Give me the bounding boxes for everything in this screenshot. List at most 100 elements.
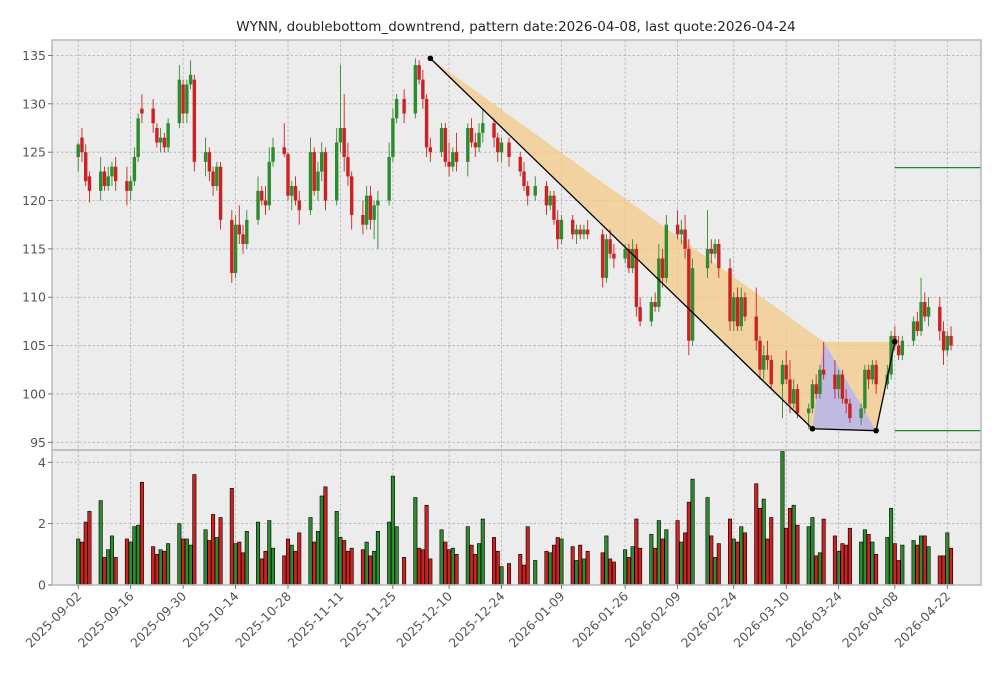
candle-body	[769, 360, 773, 385]
price-ytick-label: 110	[22, 290, 46, 305]
volume-bar	[844, 544, 849, 586]
volume-bar	[345, 550, 350, 586]
volume-bar	[364, 541, 369, 586]
candle-body	[709, 248, 713, 254]
candle-body	[548, 195, 552, 206]
volume-bar	[945, 532, 950, 586]
volume-bar	[780, 451, 785, 586]
volume-bar	[686, 501, 691, 586]
volume-bar	[731, 538, 736, 586]
candle-body	[938, 306, 942, 332]
candle-body	[915, 321, 920, 332]
volume-bar	[207, 540, 212, 586]
candle-body	[181, 84, 185, 114]
candle-body	[728, 268, 732, 322]
candle-body	[451, 152, 455, 167]
volume-bar	[214, 537, 219, 586]
volume-bar	[308, 517, 313, 586]
volume-bars-layer	[76, 451, 954, 586]
volume-bar	[859, 541, 864, 586]
volume-bar	[465, 526, 470, 586]
candle-body	[574, 229, 579, 235]
volume-bar	[424, 504, 429, 586]
candle-body	[260, 190, 264, 201]
volume-bar	[896, 560, 901, 586]
price-ytick-label: 120	[22, 193, 46, 208]
volume-bar	[184, 538, 189, 586]
candle-body	[136, 118, 140, 158]
volume-bar	[338, 537, 343, 586]
volume-bar	[555, 537, 560, 586]
volume-bar	[817, 552, 822, 586]
candle-body	[346, 157, 350, 177]
candle-body	[230, 219, 234, 274]
volume-bar	[394, 526, 399, 586]
volume-bar	[949, 547, 954, 586]
volume-bar	[611, 561, 616, 586]
candle-body	[679, 229, 684, 235]
volume-bar	[713, 557, 718, 586]
candle-body	[705, 248, 710, 269]
candle-body	[556, 219, 560, 240]
candle-body	[945, 335, 949, 351]
candle-body	[421, 79, 425, 99]
price-ytick-label: 125	[22, 145, 46, 160]
candle-body	[106, 176, 110, 187]
volume-bar	[743, 532, 748, 586]
candle-body	[492, 123, 496, 138]
volume-bar	[791, 504, 796, 586]
volume-bar	[139, 481, 144, 586]
volume-bar	[312, 541, 317, 586]
price-ytick-label: 105	[22, 338, 46, 353]
volume-bar	[649, 534, 654, 586]
volume-bar	[124, 538, 129, 586]
volume-bar	[417, 547, 422, 586]
volume-bar	[271, 547, 276, 586]
price-ytick-label: 130	[22, 96, 46, 111]
volume-bar	[787, 507, 792, 586]
volume-bar	[660, 538, 665, 586]
candle-body	[941, 331, 946, 351]
volume-bar	[237, 541, 242, 586]
volume-bar	[106, 549, 111, 586]
candle-body	[600, 234, 605, 278]
volume-bar	[911, 540, 916, 586]
volume-ytick-label: 4	[38, 455, 46, 470]
candle-body	[833, 374, 837, 390]
volume-bar	[102, 557, 107, 586]
candle-body	[657, 258, 661, 307]
candle-body	[387, 157, 391, 201]
pattern-point	[892, 338, 898, 345]
volume-bar	[889, 507, 894, 586]
volume-bar	[259, 558, 264, 586]
volume-bar	[387, 521, 392, 586]
candle-body	[690, 268, 695, 341]
volume-bar	[368, 555, 373, 586]
candle-body	[743, 297, 747, 317]
candle-body	[113, 166, 118, 182]
candle-body	[612, 253, 616, 259]
candle-body	[372, 205, 376, 220]
pattern-overlay-layer	[427, 55, 981, 434]
volume-bar	[761, 498, 766, 586]
volume-bar	[428, 558, 433, 586]
price-ytick-label: 100	[22, 386, 46, 401]
volume-bar	[151, 546, 156, 586]
volume-bar	[98, 500, 103, 586]
candle-body	[87, 176, 92, 191]
volume-bar	[83, 521, 88, 586]
volume-bar	[162, 550, 167, 586]
candle-body	[784, 364, 788, 380]
candle-body	[818, 369, 822, 394]
volume-bar	[544, 550, 549, 586]
volume-bar	[79, 541, 84, 586]
volume-bar	[233, 543, 238, 586]
candle-body	[585, 229, 590, 235]
volume-bar	[922, 535, 927, 586]
candle-body	[792, 389, 796, 404]
volume-bar	[769, 517, 774, 586]
candle-body	[286, 154, 290, 196]
volume-bar	[241, 552, 246, 586]
candle-body	[923, 302, 927, 317]
candle-body	[312, 152, 316, 191]
